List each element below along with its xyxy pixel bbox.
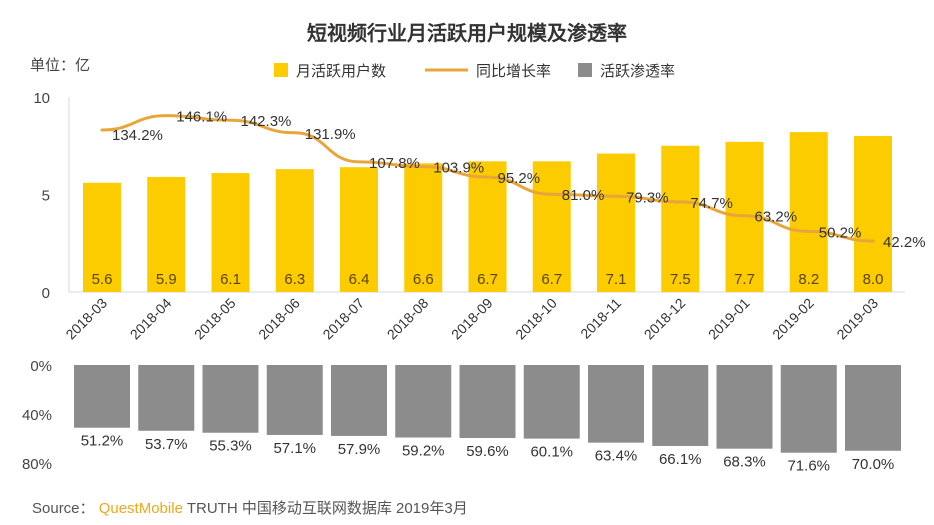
growth-label: 146.1% <box>176 109 227 126</box>
growth-line <box>100 114 875 243</box>
x-tick-label: 2019-02 <box>769 295 817 343</box>
bar-label-users: 6.4 <box>349 271 370 288</box>
bar-users <box>340 167 378 292</box>
legend-label-penetration: 活跃渗透率 <box>600 63 675 80</box>
y2-tick-label: 40% <box>22 407 52 424</box>
bar-label-penetration: 68.3% <box>723 454 766 471</box>
bar-penetration <box>74 365 130 428</box>
bar-users <box>854 136 892 292</box>
x-tick-label: 2018-10 <box>512 295 560 343</box>
growth-label: 50.2% <box>819 224 862 241</box>
bar-penetration <box>523 365 580 439</box>
bar-label-penetration: 55.3% <box>209 438 252 455</box>
bar-penetration <box>395 365 452 438</box>
x-tick-label: 2018-11 <box>577 295 624 342</box>
bar-label-users: 7.1 <box>606 271 627 288</box>
bar-penetration <box>331 365 387 436</box>
bar-users <box>532 161 571 292</box>
growth-label: 134.2% <box>112 127 163 144</box>
x-tick-label: 2018-12 <box>641 295 689 343</box>
bar-label-penetration: 53.7% <box>145 436 188 453</box>
x-tick-label: 2018-06 <box>255 295 303 343</box>
bar-penetration <box>588 365 644 443</box>
bar-label-users: 6.7 <box>541 271 562 288</box>
legend-swatch-penetration <box>578 63 592 77</box>
growth-label: 107.8% <box>369 155 420 172</box>
growth-label: 103.9% <box>433 160 484 177</box>
bar-users <box>468 161 507 292</box>
x-tick-label: 2019-01 <box>705 295 753 343</box>
x-tick-label: 2018-03 <box>62 295 110 343</box>
bar-label-penetration: 60.1% <box>530 444 573 461</box>
y-tick-label: 0 <box>42 285 50 302</box>
x-tick-label: 2018-08 <box>384 295 432 343</box>
bar-label-penetration: 66.1% <box>659 451 702 468</box>
growth-label: 74.7% <box>690 195 733 212</box>
y-tick-label: 5 <box>42 188 50 205</box>
legend-label-users: 月活跃用户数 <box>296 63 386 80</box>
bar-label-users: 7.5 <box>670 271 691 288</box>
bar-users <box>789 132 828 292</box>
bar-penetration <box>652 365 709 446</box>
bar-users <box>275 169 314 292</box>
bar-users <box>147 176 186 292</box>
y2-tick-label: 80% <box>22 456 52 473</box>
legend-label-growth: 同比增长率 <box>476 63 551 80</box>
bar-users <box>211 173 250 292</box>
x-tick-label: 2018-07 <box>319 295 367 343</box>
bar-penetration <box>459 365 516 439</box>
y2-tick-label: 0% <box>30 358 52 375</box>
y-tick-label: 10 <box>33 90 50 107</box>
bar-label-users: 6.1 <box>220 271 241 288</box>
bar-label-users: 5.6 <box>92 271 113 288</box>
bar-users <box>404 163 443 292</box>
legend-swatch-users <box>274 63 288 77</box>
bar-label-penetration: 71.6% <box>787 458 830 475</box>
bar-label-users: 5.9 <box>156 271 177 288</box>
x-tick-label: 2018-05 <box>191 295 239 343</box>
bar-penetration <box>845 365 901 451</box>
source-note: Source： QuestMobile TRUTH 中国移动互联网数据库 201… <box>32 497 468 518</box>
bar-penetration <box>138 365 195 431</box>
bar-penetration <box>202 365 259 433</box>
bar-label-penetration: 59.6% <box>466 443 509 460</box>
bar-label-users: 8.0 <box>863 271 884 288</box>
source-brand: QuestMobile <box>98 500 183 517</box>
x-tick-label: 2018-09 <box>448 295 496 343</box>
bar-penetration <box>716 365 773 449</box>
bar-label-users: 6.3 <box>284 271 305 288</box>
bar-label-penetration: 57.9% <box>338 441 381 458</box>
bar-label-penetration: 70.0% <box>852 456 895 473</box>
growth-label: 79.3% <box>626 189 669 206</box>
bar-label-users: 8.2 <box>798 271 819 288</box>
bar-users <box>83 182 121 292</box>
bar-label-penetration: 51.2% <box>81 433 124 450</box>
bar-label-penetration: 57.1% <box>273 440 316 457</box>
growth-label: 131.9% <box>305 126 356 143</box>
bar-label-penetration: 59.2% <box>402 443 445 460</box>
growth-label: 81.0% <box>562 187 605 204</box>
bar-label-users: 6.6 <box>413 271 434 288</box>
bar-label-users: 6.7 <box>477 271 498 288</box>
bar-penetration <box>780 365 837 453</box>
source-text: TRUTH 中国移动互联网数据库 2019年3月 <box>186 500 468 517</box>
growth-label: 42.2% <box>883 234 926 251</box>
bar-users <box>661 145 700 292</box>
bar-label-penetration: 63.4% <box>595 448 638 465</box>
x-tick-label: 2019-03 <box>833 295 881 343</box>
chart-title: 短视频行业月活跃用户规模及渗透率 <box>307 21 627 45</box>
bar-users <box>597 153 635 292</box>
bar-label-users: 7.7 <box>734 271 755 288</box>
growth-label: 63.2% <box>755 209 798 226</box>
source-label: Source： <box>32 500 95 517</box>
x-tick-label: 2018-04 <box>127 295 175 343</box>
unit-label: 单位：亿 <box>30 57 90 74</box>
bar-penetration <box>266 365 323 435</box>
growth-label: 142.3% <box>241 113 292 130</box>
growth-label: 95.2% <box>498 170 541 187</box>
